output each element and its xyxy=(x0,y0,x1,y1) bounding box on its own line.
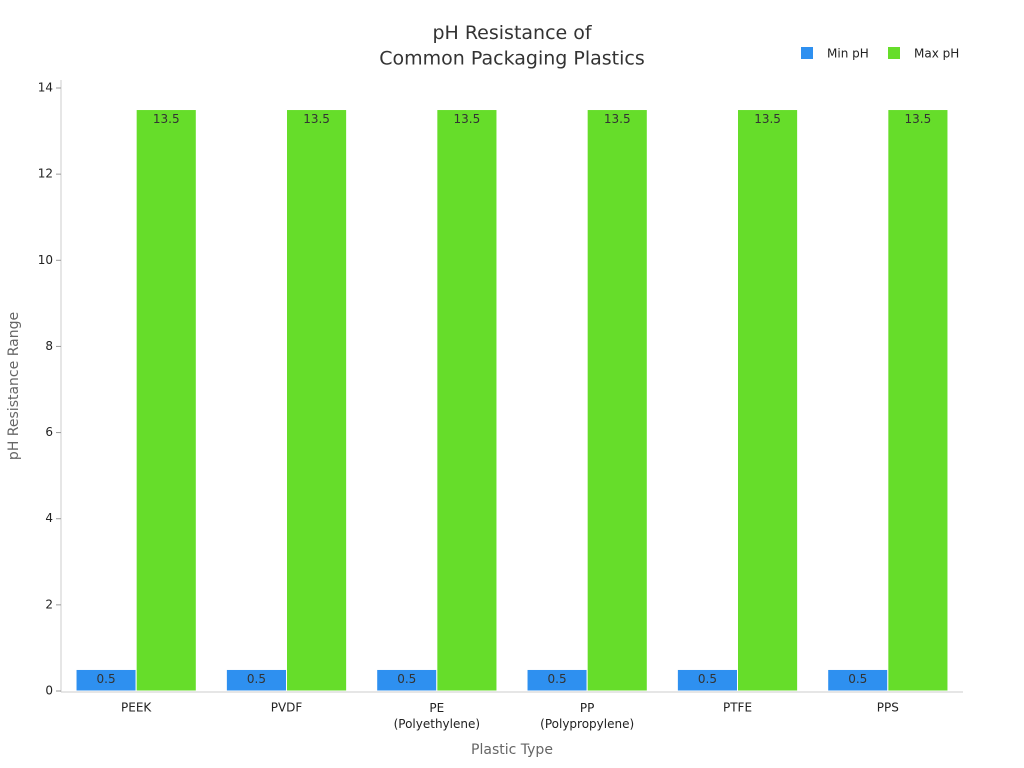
legend-label: Max pH xyxy=(914,47,959,61)
legend-label: Min pH xyxy=(827,47,869,61)
y-tick-label: 8 xyxy=(45,339,53,353)
data-label: 13.5 xyxy=(454,112,481,126)
data-label: 0.5 xyxy=(548,672,567,686)
data-label: 0.5 xyxy=(397,672,416,686)
x-tick-label: PE (Polyethylene) xyxy=(394,701,480,731)
bar xyxy=(286,109,348,692)
y-tick-label: 12 xyxy=(38,167,53,181)
x-tick-label: PP (Polypropylene) xyxy=(540,701,634,731)
data-label: 13.5 xyxy=(303,112,330,126)
legend-swatch xyxy=(801,47,813,59)
y-axis-label: pH Resistance Range xyxy=(6,312,22,460)
bar xyxy=(135,109,197,692)
x-tick-label: PPS xyxy=(877,701,899,715)
y-tick-label: 6 xyxy=(45,425,53,439)
data-label: 13.5 xyxy=(604,112,631,126)
y-tick-label: 14 xyxy=(38,81,53,95)
bar xyxy=(436,109,498,692)
data-label: 13.5 xyxy=(905,112,932,126)
y-tick-label: 4 xyxy=(45,511,53,525)
data-label: 0.5 xyxy=(848,672,867,686)
data-label: 13.5 xyxy=(153,112,180,126)
y-tick-label: 0 xyxy=(45,684,53,698)
data-label: 0.5 xyxy=(698,672,717,686)
x-tick-label: PTFE xyxy=(723,701,752,715)
y-tick-label: 10 xyxy=(38,253,53,267)
legend-swatch xyxy=(888,47,900,59)
x-tick-label: PVDF xyxy=(271,701,303,715)
bar xyxy=(737,109,799,692)
y-tick-label: 2 xyxy=(45,597,53,611)
chart-title: pH Resistance of Common Packaging Plastic… xyxy=(379,22,644,70)
data-label: 13.5 xyxy=(754,112,781,126)
bar xyxy=(887,109,949,692)
x-axis-label: Plastic Type xyxy=(471,742,553,758)
bar xyxy=(586,109,648,692)
data-label: 0.5 xyxy=(247,672,266,686)
data-label: 0.5 xyxy=(97,672,116,686)
x-tick-label: PEEK xyxy=(121,701,152,715)
